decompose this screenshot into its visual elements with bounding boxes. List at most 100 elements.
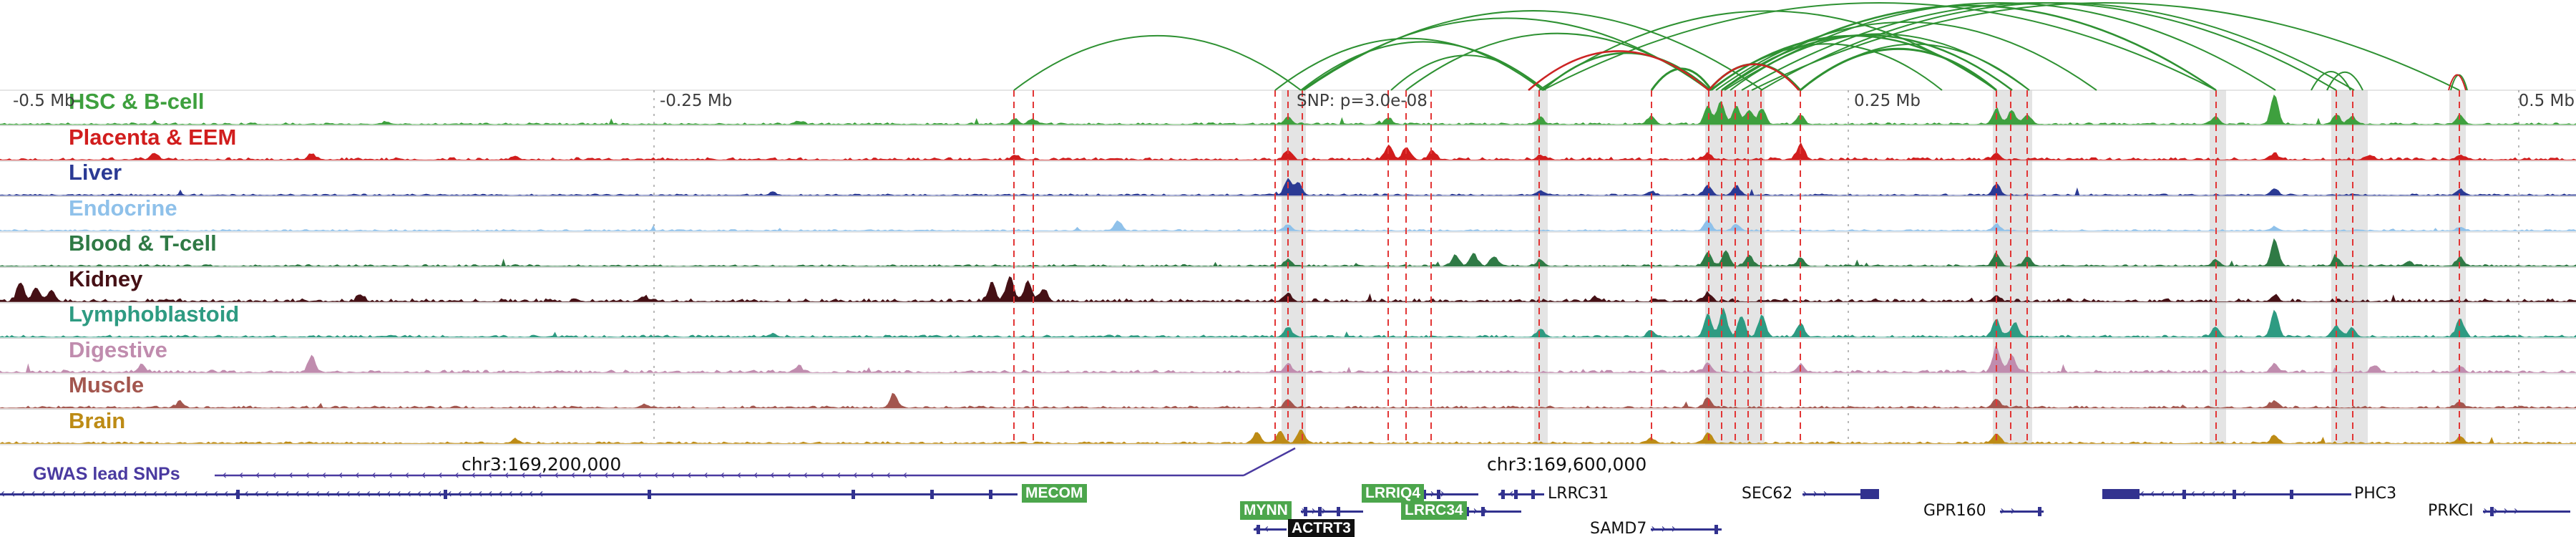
gene-model-actrt3 (1254, 528, 1287, 531)
gene-exon-thick (2102, 489, 2140, 499)
gwas-lead-snps-label[interactable]: GWAS lead SNPs (33, 464, 180, 484)
signal-brain (0, 430, 2576, 444)
gene-exon (1337, 507, 1340, 516)
gene-label-lrriq4[interactable]: LRRIQ4 (1362, 484, 1425, 503)
gene-strand-arrows: ›››› (2483, 503, 2524, 518)
track-label-muscle[interactable]: Muscle (69, 372, 145, 397)
red-interaction-arc (1708, 63, 1800, 91)
green-interaction-arc (1274, 37, 1543, 91)
gene-exon (2182, 490, 2186, 499)
green-interaction-arc (2326, 71, 2363, 91)
gene-strand-arrows: ››› (1463, 503, 1493, 518)
axis-label: -0.25 Mb (660, 92, 733, 110)
gene-strand-arrows: ‹‹ (1498, 486, 1519, 501)
axis-label: SNP: p=3.0e-08 (1297, 92, 1428, 110)
green-interaction-arc (1800, 43, 2030, 91)
gene-strand-arrows: ››› (1420, 486, 1450, 501)
gene-exon (930, 490, 934, 499)
track-label-hsc-b-cell[interactable]: HSC & B-cell (69, 89, 205, 114)
green-interaction-arc (1721, 4, 2217, 92)
gene-model-mecom (0, 493, 1018, 495)
chr-coordinate-left: chr3:169,200,000 (462, 454, 622, 475)
gene-label-prkci[interactable]: PRKCI (2428, 502, 2474, 520)
gene-model-samd7 (1651, 528, 1722, 531)
gene-exon (1304, 507, 1307, 516)
gene-model-mynn (1301, 511, 1363, 513)
green-interaction-arc (1751, 2, 2460, 91)
gwas-line-arrows: ‹‹‹‹‹‹‹‹‹‹‹‹‹‹‹‹‹‹‹‹‹‹‹‹‹‹‹‹‹‹‹‹‹‹‹‹‹‹‹‹… (222, 468, 919, 483)
chr-coordinate-right: chr3:169,600,000 (1487, 454, 1647, 475)
gene-strand-arrows: ››› (1651, 521, 1682, 536)
gene-model-lrriq4 (1420, 493, 1478, 495)
gene-model-lrrc31 (1498, 493, 1544, 495)
track-label-placenta-eem[interactable]: Placenta & EEM (69, 124, 237, 150)
gene-exon (2490, 507, 2494, 516)
gene-model-sec62 (1802, 493, 1860, 495)
green-interaction-arc (1303, 10, 1763, 91)
gwas-line-layer (215, 447, 1296, 477)
gene-strand-arrows: ›› (2000, 503, 2021, 518)
green-interaction-arc (1650, 67, 1713, 91)
gene-exon (1481, 507, 1485, 516)
green-interaction-arc (1724, 2, 2276, 91)
gene-exon (852, 490, 855, 499)
gene-exon-thick (1860, 489, 1879, 499)
gene-exon (1318, 507, 1322, 516)
track-label-digestive[interactable]: Digestive (69, 337, 167, 362)
axis-label: 0.25 Mb (1854, 92, 1921, 110)
track-label-liver[interactable]: Liver (69, 160, 122, 185)
gene-exon (1423, 490, 1426, 499)
gene-exon (648, 490, 651, 499)
green-interaction-arc (1542, 2, 2217, 91)
signal-endocrine (0, 220, 2576, 231)
track-label-kidney[interactable]: Kidney (69, 266, 143, 291)
gene-label-actrt3[interactable]: ACTRT3 (1288, 519, 1355, 537)
gene-label-mecom[interactable]: MECOM (1022, 484, 1087, 503)
gene-strand-arrows: ››› (1802, 486, 1833, 501)
track-label-brain[interactable]: Brain (69, 407, 126, 433)
track-label-blood-t-cell[interactable]: Blood & T-cell (69, 231, 217, 256)
green-interaction-arc (1013, 34, 1302, 91)
gene-label-mynn[interactable]: MYNN (1240, 501, 1292, 520)
signal-blood-t-cell (0, 238, 2576, 267)
track-label-lymphoblastoid[interactable]: Lymphoblastoid (69, 301, 240, 326)
axis-label: 0.5 Mb (2518, 92, 2575, 110)
gene-model-phc3 (2140, 493, 2351, 495)
gene-model-gpr160 (2000, 511, 2044, 513)
gene-label-phc3[interactable]: PHC3 (2354, 485, 2397, 503)
green-interaction-arc (1715, 21, 2097, 91)
gene-exon (989, 490, 992, 499)
snp-lines-layer (1013, 90, 2460, 445)
gene-exon (1514, 490, 1518, 499)
track-label-endocrine[interactable]: Endocrine (69, 195, 177, 221)
gene-exon (2233, 490, 2236, 499)
gene-exon (1465, 507, 1469, 516)
green-interaction-arc (1711, 43, 1943, 91)
gene-label-lrrc34[interactable]: LRRC34 (1401, 501, 1467, 520)
gene-strand-arrows: ‹‹‹‹‹‹‹‹‹‹‹‹‹‹‹‹‹‹‹‹‹‹‹‹‹‹‹‹‹‹‹‹‹‹‹‹‹‹‹‹… (0, 486, 549, 501)
green-interaction-arc (2311, 71, 2351, 91)
gene-exon (1257, 525, 1260, 534)
interaction-arcs-layer (1013, 2, 2468, 92)
green-interaction-arc (1390, 54, 1543, 91)
gene-exon (444, 490, 447, 499)
gene-exon (236, 490, 240, 499)
gene-exon (1531, 490, 1535, 499)
red-interaction-arc (2448, 74, 2467, 91)
gene-exon (2038, 507, 2041, 516)
gene-label-gpr160[interactable]: GPR160 (1923, 502, 1986, 520)
gene-model-lrrc34 (1463, 511, 1521, 513)
gene-label-sec62[interactable]: SEC62 (1742, 485, 1793, 503)
gene-strand-arrows: ››› (1301, 503, 1332, 518)
green-interaction-arc (1760, 2, 2355, 91)
gene-label-samd7[interactable]: SAMD7 (1590, 520, 1647, 537)
gene-label-lrrc31[interactable]: LRRC31 (1548, 485, 1609, 503)
gene-model-prkci (2483, 511, 2570, 513)
axis-label: -0.5 Mb (13, 92, 75, 110)
gene-strand-arrows: ‹‹‹‹‹‹‹‹‹‹‹ (2140, 486, 2252, 501)
